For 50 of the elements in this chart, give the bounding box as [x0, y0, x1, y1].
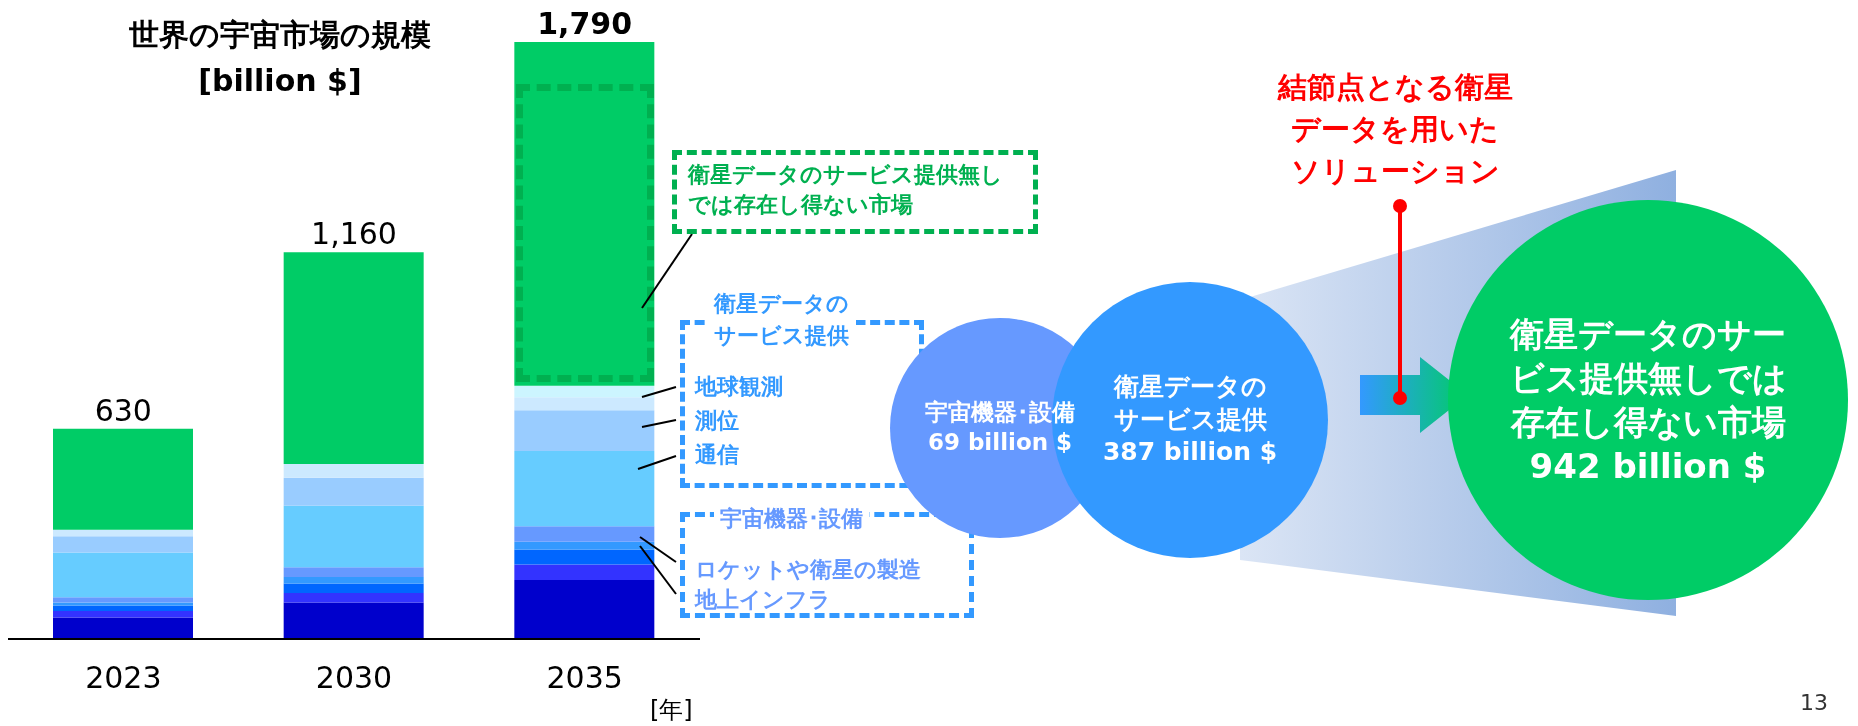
text: 宇宙機器･設備	[714, 504, 869, 534]
annotation: 1,790	[537, 6, 633, 41]
bar	[514, 579, 655, 639]
annotation: 地球観測	[695, 373, 783, 401]
bar	[283, 583, 424, 594]
bar	[514, 526, 655, 542]
bar	[53, 428, 193, 530]
annotation: 1,160	[311, 216, 397, 252]
text: 13	[1800, 690, 1828, 715]
text: 衛星データのサービス提供無しでは存在し得ない市場	[1508, 312, 1788, 444]
bar	[283, 576, 424, 584]
text: 69 billion $	[927, 428, 1073, 457]
text: 387 billion $	[1102, 436, 1278, 469]
bar	[53, 610, 193, 618]
annotation: 630	[94, 392, 152, 428]
bar	[514, 450, 655, 527]
bar	[53, 529, 193, 537]
bar	[53, 536, 193, 553]
annotation: 地上インフラ	[695, 586, 831, 614]
bar	[53, 597, 193, 603]
annotation: ロケットや衛星の製造	[695, 556, 921, 584]
chart-title: 世界の宇宙市場の規模	[128, 16, 432, 54]
annotation: 通信	[695, 441, 739, 469]
x-tick-label: 2035	[546, 660, 623, 696]
annotation: 衛星データのサービス提供無しでは存在し得ない市場	[688, 161, 1004, 219]
bar	[283, 252, 424, 465]
bar	[283, 567, 424, 577]
bar	[514, 410, 655, 451]
text: [billion $]	[197, 62, 363, 100]
bar	[283, 593, 424, 603]
bar	[53, 602, 193, 606]
annotation: 測位	[695, 407, 739, 435]
text: 942 billion $	[1529, 445, 1767, 489]
bar	[514, 42, 655, 386]
x-tick-label: 2023	[85, 660, 162, 696]
bar	[53, 617, 193, 639]
text: 宇宙機器･設備	[925, 398, 1075, 428]
bar	[283, 602, 424, 639]
bar	[514, 549, 655, 565]
bar	[283, 477, 424, 506]
x-axis-title: [年]	[650, 695, 693, 726]
text: 衛星データのサービス提供	[706, 288, 856, 352]
bar	[53, 552, 193, 598]
bar	[514, 564, 655, 580]
x-tick-label: 2030	[315, 660, 393, 696]
text: 結節点となる衛星データを用いたソリューション	[1276, 69, 1514, 190]
text: 衛星データのサービス提供	[1112, 371, 1268, 436]
bar	[53, 605, 193, 611]
bar	[283, 505, 424, 568]
bar	[283, 464, 424, 478]
